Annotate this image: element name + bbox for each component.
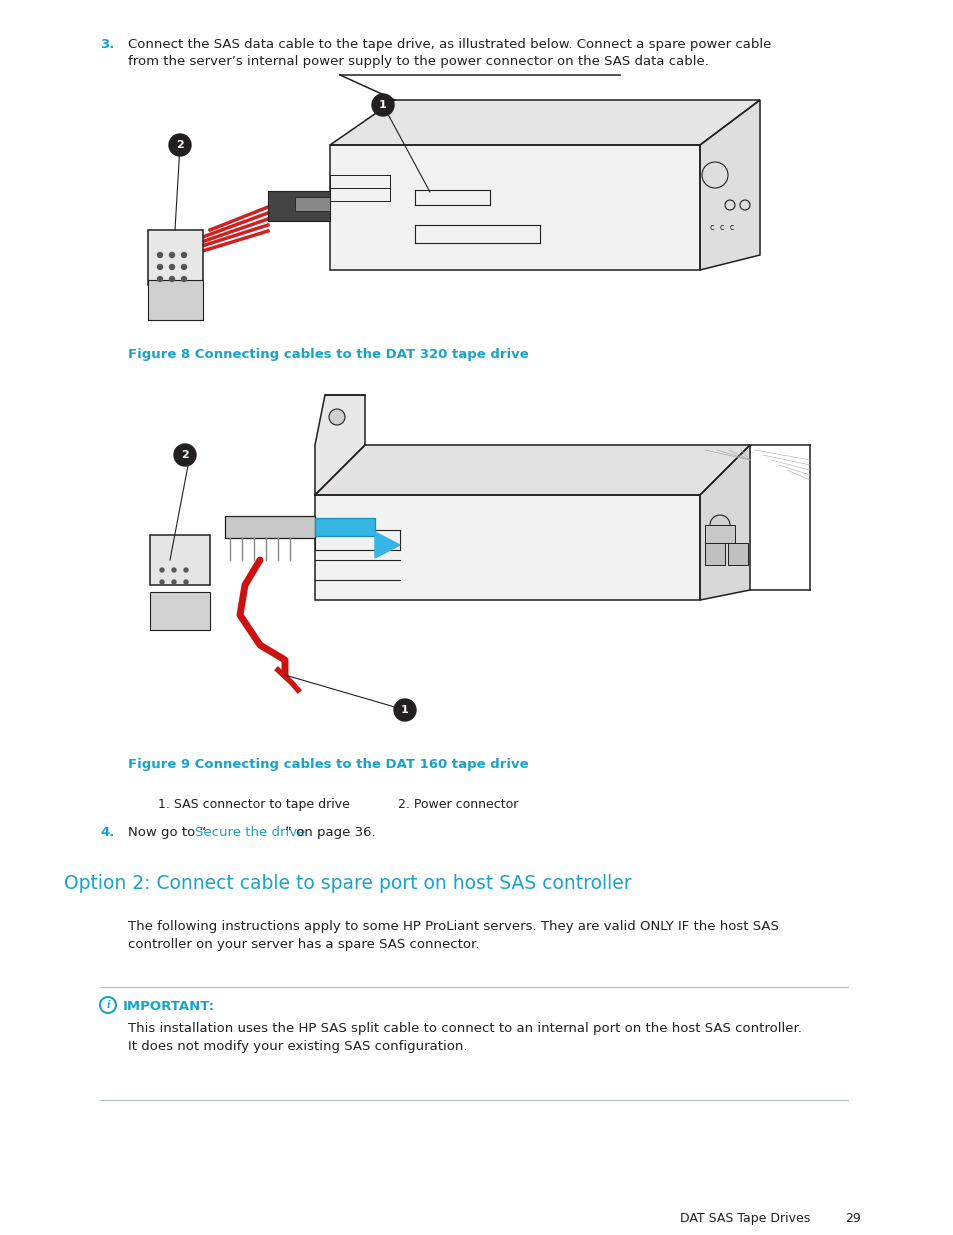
Text: Option 2: Connect cable to spare port on host SAS controller: Option 2: Connect cable to spare port on… xyxy=(64,874,631,893)
Polygon shape xyxy=(314,495,700,600)
Text: 1: 1 xyxy=(378,100,387,110)
Circle shape xyxy=(329,409,345,425)
Text: 2: 2 xyxy=(181,450,189,459)
Text: Connect the SAS data cable to the tape drive, as illustrated below. Connect a sp: Connect the SAS data cable to the tape d… xyxy=(128,38,771,51)
Circle shape xyxy=(170,252,174,258)
Circle shape xyxy=(160,580,164,584)
Bar xyxy=(727,543,747,564)
Circle shape xyxy=(169,135,191,156)
Bar xyxy=(150,535,210,585)
Text: ” on page 36.: ” on page 36. xyxy=(285,826,375,839)
Circle shape xyxy=(173,445,195,466)
Circle shape xyxy=(157,277,162,282)
Bar xyxy=(268,191,330,221)
Circle shape xyxy=(172,580,175,584)
Bar xyxy=(704,525,734,543)
Text: IMPORTANT:: IMPORTANT: xyxy=(123,1000,214,1013)
Circle shape xyxy=(181,252,186,258)
Polygon shape xyxy=(330,144,700,270)
Circle shape xyxy=(157,264,162,269)
Polygon shape xyxy=(314,395,365,495)
Text: i: i xyxy=(106,1000,110,1010)
Circle shape xyxy=(181,277,186,282)
Text: Secure the drive: Secure the drive xyxy=(194,826,305,839)
Bar xyxy=(150,592,210,630)
Bar xyxy=(148,230,203,285)
Text: 4.: 4. xyxy=(100,826,114,839)
Text: 2. Power connector: 2. Power connector xyxy=(397,798,517,811)
Bar xyxy=(314,517,375,536)
Circle shape xyxy=(709,515,729,535)
Polygon shape xyxy=(330,100,760,144)
Polygon shape xyxy=(375,532,399,558)
Polygon shape xyxy=(314,445,749,495)
Text: Figure 9 Connecting cables to the DAT 160 tape drive: Figure 9 Connecting cables to the DAT 16… xyxy=(128,758,528,771)
Circle shape xyxy=(170,264,174,269)
Circle shape xyxy=(184,568,188,572)
Text: controller on your server has a spare SAS connector.: controller on your server has a spare SA… xyxy=(128,939,478,951)
Circle shape xyxy=(172,568,175,572)
Text: 3.: 3. xyxy=(100,38,114,51)
Text: 1: 1 xyxy=(400,705,409,715)
Text: 2: 2 xyxy=(176,140,184,149)
Circle shape xyxy=(170,277,174,282)
Text: from the server’s internal power supply to the power connector on the SAS data c: from the server’s internal power supply … xyxy=(128,56,708,68)
Text: This installation uses the HP SAS split cable to connect to an internal port on : This installation uses the HP SAS split … xyxy=(128,1023,801,1035)
Bar xyxy=(148,280,203,320)
Polygon shape xyxy=(700,100,760,270)
Text: Figure 8 Connecting cables to the DAT 320 tape drive: Figure 8 Connecting cables to the DAT 32… xyxy=(128,348,528,361)
Text: It does not modify your existing SAS configuration.: It does not modify your existing SAS con… xyxy=(128,1040,467,1053)
Bar xyxy=(704,543,724,564)
Circle shape xyxy=(394,699,416,721)
Bar xyxy=(225,516,314,538)
Circle shape xyxy=(157,252,162,258)
Text: 1. SAS connector to tape drive: 1. SAS connector to tape drive xyxy=(158,798,350,811)
Circle shape xyxy=(160,568,164,572)
Text: c  c  c: c c c xyxy=(709,224,734,232)
Text: 29: 29 xyxy=(844,1212,860,1225)
Circle shape xyxy=(184,580,188,584)
Text: The following instructions apply to some HP ProLiant servers. They are valid ONL: The following instructions apply to some… xyxy=(128,920,778,932)
Text: DAT SAS Tape Drives: DAT SAS Tape Drives xyxy=(679,1212,809,1225)
Text: Now go to “: Now go to “ xyxy=(128,826,206,839)
Circle shape xyxy=(181,264,186,269)
Polygon shape xyxy=(700,445,749,600)
Bar xyxy=(294,198,330,211)
Circle shape xyxy=(372,94,394,116)
